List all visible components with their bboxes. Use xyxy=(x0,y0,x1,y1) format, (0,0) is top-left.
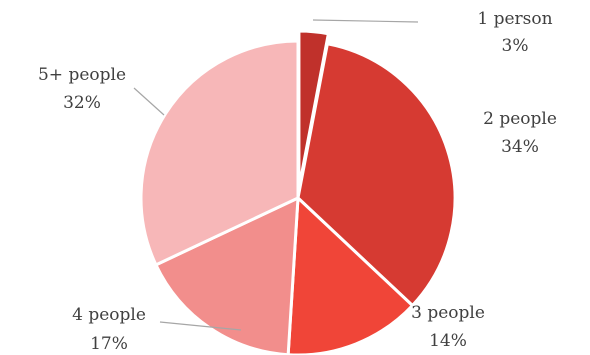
category-label-2-people: 2 people xyxy=(483,109,557,129)
value-label-3-people: 14% xyxy=(429,331,467,351)
leader-line-1-person xyxy=(312,19,419,23)
pie-slice-2-people xyxy=(296,42,457,307)
value-label-5-plus-people: 32% xyxy=(63,93,101,113)
pie-slices xyxy=(139,29,457,355)
leader-line-4-people xyxy=(159,321,242,331)
value-label-2-people: 34% xyxy=(501,137,539,157)
value-label-4-people: 17% xyxy=(90,334,128,354)
pie-slice-4-people xyxy=(154,196,300,355)
leader-lines xyxy=(133,19,419,331)
category-label-4-people: 4 people xyxy=(72,305,146,325)
category-label-3-people: 3 people xyxy=(411,303,485,323)
category-label-5-plus-people: 5+ people xyxy=(38,65,126,85)
slice-labels: 1 person 3% 2 people 34% 3 people 14% 4 people… xyxy=(38,9,557,354)
category-label-1-person: 1 person xyxy=(477,9,552,29)
pie-slice-5-plus-people xyxy=(139,39,300,267)
leader-line-5-plus-people xyxy=(133,87,165,116)
value-label-1-person: 3% xyxy=(502,36,529,56)
